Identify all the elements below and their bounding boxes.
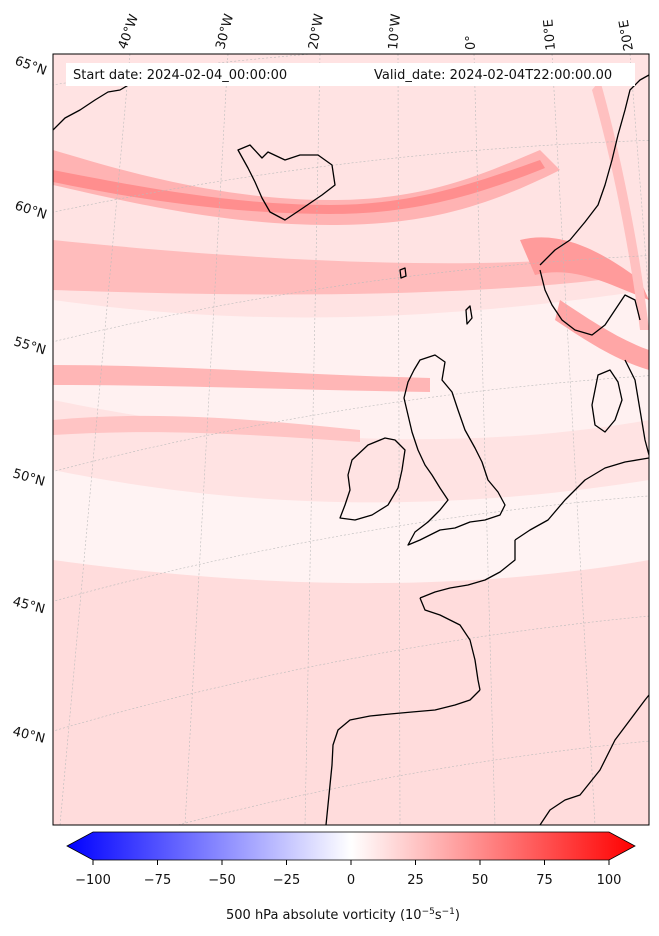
- shetland: [465, 305, 473, 325]
- colorbar-ticks: −100 −75 −50 −25 0 25 50 75 100: [75, 860, 621, 888]
- continent-north: [514, 457, 649, 541]
- faroe-islands: [399, 267, 407, 279]
- colorbar-bar: [66, 831, 636, 861]
- lat-label-50n: 50°N: [11, 466, 47, 489]
- coastlines: [53, 73, 649, 825]
- lat-label-60n: 60°N: [13, 199, 49, 223]
- vorticity-band-norway: [555, 300, 649, 370]
- colorbar-tick-label: −100: [75, 873, 111, 888]
- lat-label-45n: 45°N: [11, 594, 47, 617]
- france-coast: [419, 540, 516, 599]
- lon-label-30w: 30°W: [213, 12, 237, 51]
- colorbar-label: 500 hPa absolute vorticity (10−5s−1): [226, 907, 460, 923]
- great-britain-coast: [403, 354, 506, 546]
- lon-label-20w: 20°W: [306, 13, 327, 51]
- lat-label-65n: 65°N: [13, 54, 49, 79]
- vorticity-band-east: [592, 80, 649, 330]
- iberia-coast: [325, 689, 481, 825]
- colorbar-tick-label: 0: [347, 873, 355, 888]
- brittany-biscay: [419, 597, 481, 691]
- vorticity-low-zone-2: [53, 470, 649, 584]
- vorticity-band-south-2: [53, 415, 360, 442]
- valid-date-label: Valid_date: 2024-02-04T22:00:00.00: [374, 68, 612, 83]
- norway-south: [539, 269, 641, 336]
- colorbar-tick-label: 100: [597, 873, 622, 888]
- colorbar-tick-label: 75: [536, 873, 553, 888]
- norway-coast: [539, 74, 649, 266]
- iceland-coast: [237, 144, 336, 221]
- denmark-coast: [591, 369, 623, 433]
- lon-label-20e: 20°E: [617, 19, 637, 52]
- map-panel: [53, 54, 649, 825]
- colorbar-tick-label: −25: [273, 873, 300, 888]
- lat-label-55n: 55°N: [12, 334, 48, 358]
- colorbar: −100 −75 −50 −25 0 25 50 75 100 500 hPa absolute…: [66, 831, 636, 923]
- vorticity-band-south: [53, 365, 430, 392]
- colorbar-tick-label: 25: [407, 873, 424, 888]
- header-banner: [66, 63, 635, 86]
- lon-label-40w: 40°W: [116, 12, 142, 51]
- start-date-label: Start date: 2024-02-04_00:00:00: [73, 68, 287, 83]
- map-frame: [52, 53, 650, 826]
- longitude-labels: 40°W 30°W 20°W 10°W 0° 10°E 20°E: [116, 12, 637, 52]
- ireland-coast: [339, 437, 406, 521]
- vorticity-band-north: [53, 150, 560, 225]
- lon-label-10w: 10°W: [386, 13, 404, 50]
- mediterranean-coast: [539, 694, 649, 825]
- lon-label-10e: 10°E: [541, 19, 559, 51]
- lon-label-0: 0°: [464, 35, 479, 50]
- colorbar-tick-label: 50: [472, 873, 489, 888]
- colorbar-tick-label: −75: [144, 873, 171, 888]
- lat-label-40n: 40°N: [11, 724, 46, 746]
- latitude-labels: 65°N 60°N 55°N 50°N 45°N 40°N: [11, 54, 49, 747]
- colorbar-tick-label: −50: [208, 873, 235, 888]
- sweden-coast: [624, 359, 649, 456]
- vorticity-south-region: [53, 560, 649, 825]
- vorticity-band-north-core: [53, 160, 545, 214]
- graticule: [53, 54, 649, 825]
- vorticity-band-mid: [53, 240, 600, 295]
- vorticity-low-zone: [53, 290, 649, 440]
